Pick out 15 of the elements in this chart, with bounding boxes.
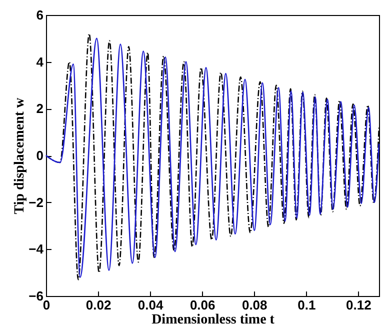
y-tick-label: −2 xyxy=(28,194,44,210)
y-tick-label: −6 xyxy=(28,288,44,304)
y-tick-label: 4 xyxy=(36,54,44,70)
y-tick-label: 6 xyxy=(36,8,44,22)
x-tick-label: 0.02 xyxy=(86,298,112,312)
y-tick-label: −4 xyxy=(28,242,44,257)
x-tick-label: 0.12 xyxy=(346,298,372,312)
x-axis-title: Dimensionless time t xyxy=(152,312,275,328)
x-tick-label: 0.1 xyxy=(298,298,316,312)
y-axis-title: Tip displacement w xyxy=(12,96,28,214)
y-tick-label: 0 xyxy=(36,148,44,163)
x-tick-label: 0.08 xyxy=(242,298,268,312)
x-tick-label: 0.04 xyxy=(138,298,164,312)
y-tick-label: 2 xyxy=(36,101,44,116)
x-tick-label: 0.06 xyxy=(190,298,216,312)
